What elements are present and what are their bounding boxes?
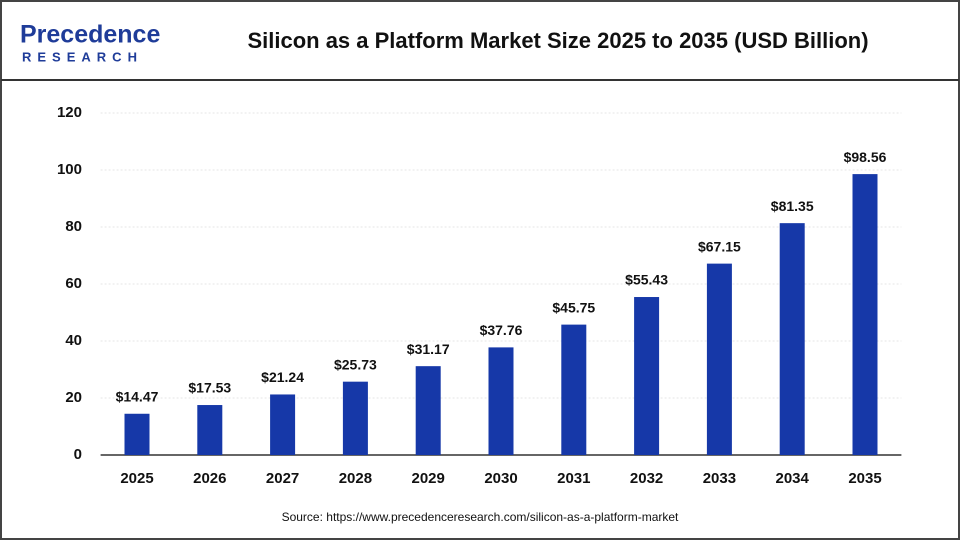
bar: [415, 366, 441, 455]
x-tick-label: 2033: [703, 470, 736, 487]
chart-title: Silicon as a Platform Market Size 2025 t…: [247, 28, 868, 53]
bar: [197, 405, 223, 455]
bar: [270, 394, 296, 455]
x-tick-label: 2025: [120, 470, 153, 487]
x-tick-label: 2027: [266, 470, 299, 487]
y-tick-label: 100: [57, 161, 82, 178]
value-label: $17.53: [188, 380, 231, 396]
value-label: $67.15: [698, 238, 741, 254]
y-tick-label: 40: [65, 332, 82, 349]
value-label: $55.43: [625, 272, 668, 288]
x-tick-label: 2030: [484, 470, 517, 487]
bar: [561, 324, 587, 455]
bar: [342, 381, 368, 455]
value-label: $25.73: [334, 356, 377, 372]
value-label: $21.24: [261, 369, 304, 385]
x-tick-label: 2032: [630, 470, 663, 487]
value-label: $37.76: [480, 322, 523, 338]
bar: [124, 413, 150, 455]
x-tick-label: 2034: [776, 470, 810, 487]
bar: [706, 263, 732, 455]
x-tick-label: 2031: [557, 470, 590, 487]
y-tick-label: 80: [65, 218, 82, 235]
x-tick-label: 2026: [193, 470, 226, 487]
x-tick-label: 2035: [848, 470, 881, 487]
value-label: $45.75: [552, 299, 595, 315]
bar: [488, 347, 514, 455]
value-label: $14.47: [116, 388, 159, 404]
bar: [634, 297, 660, 455]
bar: [852, 174, 878, 455]
value-label: $81.35: [771, 198, 814, 214]
x-tick-label: 2028: [339, 470, 372, 487]
source: Source: https://www.precedenceresearch.c…: [282, 510, 679, 524]
y-tick-label: 60: [65, 275, 82, 292]
bar: [779, 223, 805, 455]
logo-name: Precedence: [20, 21, 160, 49]
x-tick-label: 2029: [412, 470, 445, 487]
y-tick-label: 0: [74, 446, 82, 463]
y-tick-label: 120: [57, 104, 82, 121]
value-label: $98.56: [844, 149, 887, 165]
logo-sub: RESEARCH: [22, 49, 143, 64]
value-label: $31.17: [407, 341, 450, 357]
y-tick-label: 20: [65, 389, 82, 406]
